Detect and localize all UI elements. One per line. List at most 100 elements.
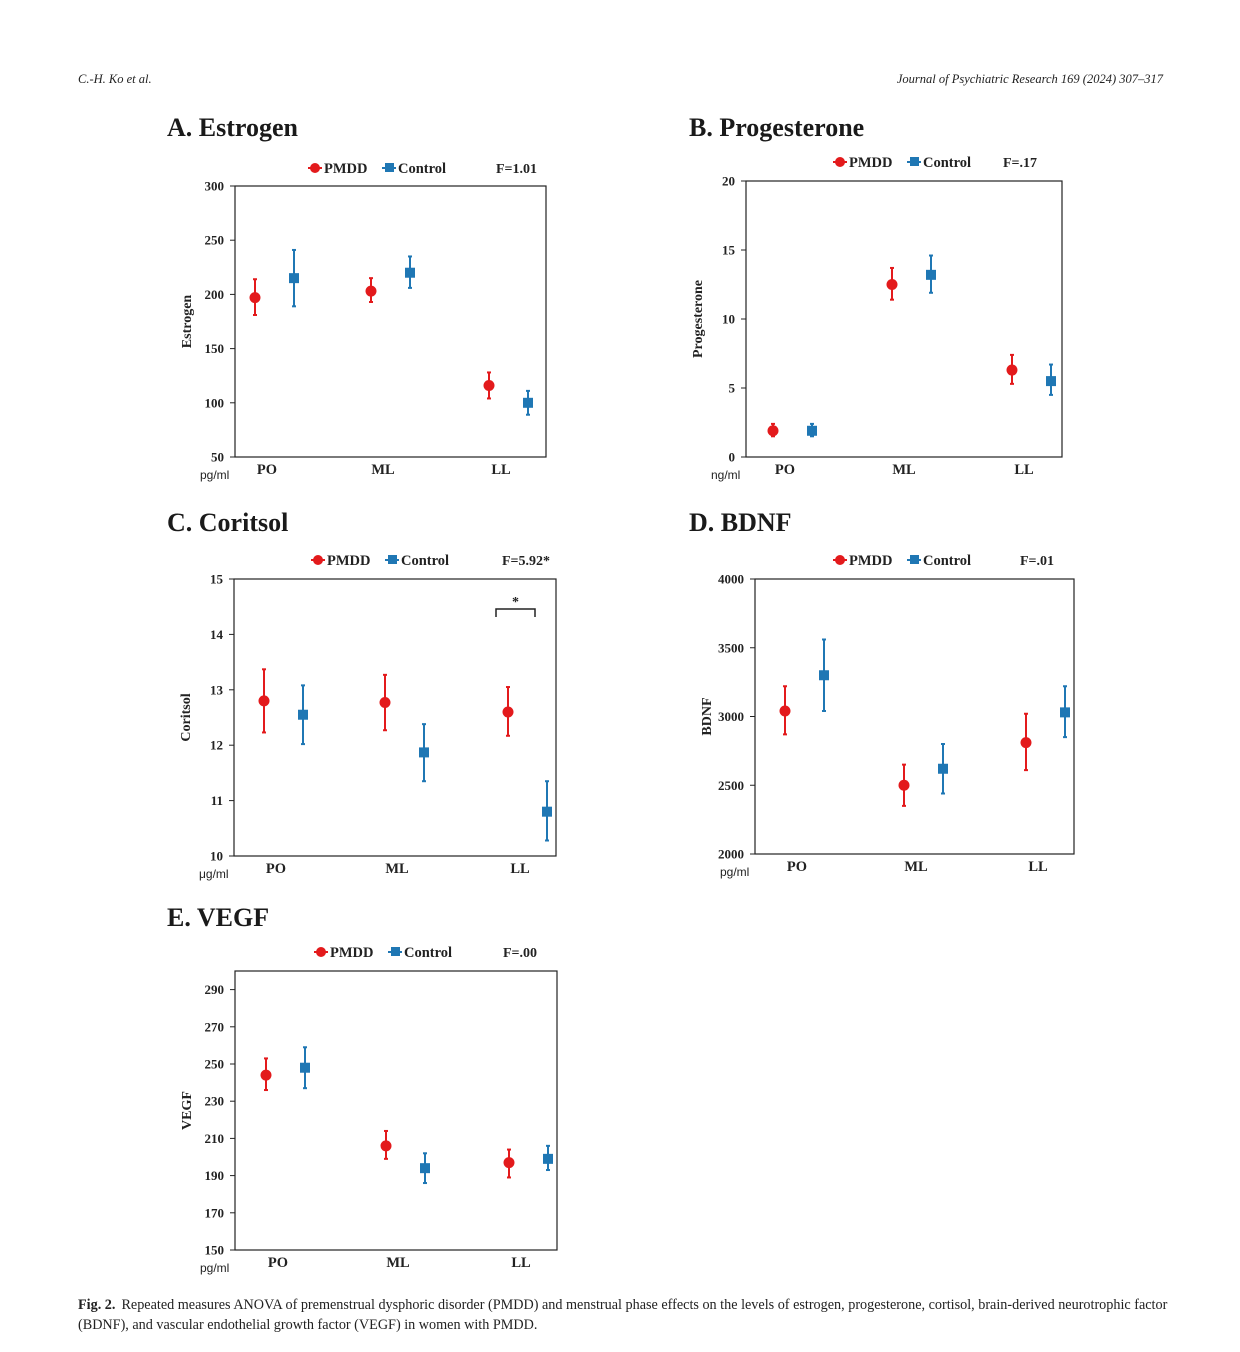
legend: PMDD Control <box>308 161 446 177</box>
legend-control-label: Control <box>923 155 971 171</box>
caption-label: Fig. 2. <box>78 1297 116 1313</box>
panel-title-vegf: E. VEGF <box>167 903 270 932</box>
legend-control-label: Control <box>401 553 449 569</box>
y-tick-label: 250 <box>205 1057 225 1072</box>
running-header-journal: Journal of Psychiatric Research 169 (202… <box>896 72 1163 86</box>
y-tick-label: 15 <box>210 572 224 587</box>
y-tick-label: 290 <box>205 982 225 997</box>
legend: PMDD Control <box>833 553 971 569</box>
x-category-label: PO <box>787 859 807 875</box>
data-point-control <box>807 425 817 436</box>
y-tick-label: 13 <box>210 682 224 697</box>
panel-title-bdnf: D. BDNF <box>689 508 792 537</box>
y-tick-label: 2000 <box>718 847 744 862</box>
x-category-label: LL <box>510 861 530 877</box>
x-category-label: ML <box>386 1255 410 1271</box>
significance-star: * <box>512 595 519 610</box>
caption-text: Repeated measures ANOVA of premenstrual … <box>78 1297 1168 1333</box>
legend: PMDD Control <box>314 945 452 961</box>
running-header-authors: C.-H. Ko et al. <box>78 72 152 86</box>
data-point-pmdd <box>886 279 898 290</box>
data-point-control <box>542 806 552 817</box>
x-category-label: PO <box>266 861 286 877</box>
panel-title-cortisol: C. Coritsol <box>167 508 289 537</box>
data-point-pmdd <box>379 697 391 709</box>
y-tick-label: 100 <box>205 395 225 410</box>
x-category-label: ML <box>385 861 409 877</box>
y-tick-label: 50 <box>211 450 224 465</box>
data-point-control <box>289 273 299 284</box>
data-point-control <box>523 397 533 408</box>
plot-frame <box>234 970 558 1251</box>
data-point-pmdd <box>767 425 779 437</box>
chart-vegf: 150 170 190 210 230 250 270 290 PO ML LL pg/ml VEGF P… <box>180 945 558 1275</box>
data-point-pmdd <box>483 379 495 391</box>
y-tick-label: 300 <box>205 179 225 194</box>
data-point-control <box>298 709 308 720</box>
y-tick-label: 150 <box>205 341 225 356</box>
legend-pmdd-label: PMDD <box>327 553 371 569</box>
x-category-label: ML <box>904 859 928 875</box>
y-axis-title: Progesterone <box>691 280 706 358</box>
x-category-label: LL <box>511 1255 531 1271</box>
data-point-pmdd <box>1006 364 1018 376</box>
unit-label: ng/ml <box>711 468 740 482</box>
figure-caption: Fig. 2. Repeated measures ANOVA of premen… <box>78 1295 1168 1335</box>
chart-cortisol: 10 11 12 13 14 15 PO ML LL μg/ml Coritsol PMDD Contr… <box>179 553 557 881</box>
y-axis-title: VEGF <box>180 1091 195 1130</box>
f-statistic: F=.17 <box>1003 156 1037 171</box>
legend-control-marker <box>910 555 919 564</box>
data-point-control <box>300 1062 310 1073</box>
f-statistic: F=5.92* <box>502 554 550 569</box>
y-tick-label: 10 <box>210 849 223 864</box>
y-tick-label: 230 <box>205 1094 225 1109</box>
x-category-label: LL <box>1028 859 1048 875</box>
data-point-pmdd <box>249 292 261 304</box>
data-point-control <box>938 763 948 774</box>
data-point-pmdd <box>779 705 791 717</box>
legend-control-label: Control <box>404 945 452 961</box>
data-point-control <box>405 267 415 278</box>
x-category-label: ML <box>892 462 916 478</box>
y-axis-title: BDNF <box>700 697 715 735</box>
legend-pmdd-label: PMDD <box>849 553 893 569</box>
data-point-pmdd <box>365 285 377 297</box>
data-point-pmdd <box>1020 737 1032 749</box>
f-statistic: F=.00 <box>503 946 537 961</box>
legend-pmdd-marker <box>835 157 845 167</box>
data-point-pmdd <box>260 1069 272 1081</box>
chart-estrogen: 50 100 150 200 250 300 PO ML LL pg/ml Estrogen PMDD… <box>180 161 547 482</box>
data-point-pmdd <box>380 1140 392 1152</box>
x-category-label: LL <box>491 462 511 478</box>
data-point-pmdd <box>898 779 910 791</box>
chart-bdnf: 2000 2500 3000 3500 4000 PO ML LL pg/ml BDNF PMDD C… <box>700 553 1075 879</box>
y-tick-label: 3000 <box>718 709 744 724</box>
legend-pmdd-label: PMDD <box>849 155 893 171</box>
y-tick-label: 2500 <box>718 778 744 793</box>
legend-control-label: Control <box>923 553 971 569</box>
panel-title-progesterone: B. Progesterone <box>689 113 865 142</box>
y-tick-label: 11 <box>211 793 223 808</box>
data-point-pmdd <box>503 1157 515 1169</box>
x-category-label: ML <box>371 462 395 478</box>
data-point-pmdd <box>258 695 270 707</box>
significance-bracket <box>495 608 536 617</box>
y-tick-label: 170 <box>205 1205 225 1220</box>
data-point-control <box>926 269 936 280</box>
y-tick-label: 190 <box>205 1168 225 1183</box>
legend-pmdd-marker <box>835 555 845 565</box>
x-category-label: LL <box>1014 462 1034 478</box>
y-tick-label: 150 <box>205 1243 225 1258</box>
legend-pmdd-label: PMDD <box>324 161 368 177</box>
data-point-control <box>1060 707 1070 718</box>
y-tick-label: 14 <box>210 627 224 642</box>
x-category-label: PO <box>257 462 277 478</box>
x-category-label: PO <box>268 1255 288 1271</box>
legend-control-marker <box>385 163 394 172</box>
x-category-label: PO <box>775 462 795 478</box>
unit-label: pg/ml <box>200 1261 229 1275</box>
data-point-control <box>419 747 429 758</box>
data-point-control <box>420 1163 430 1174</box>
y-axis-title: Coritsol <box>179 693 194 741</box>
